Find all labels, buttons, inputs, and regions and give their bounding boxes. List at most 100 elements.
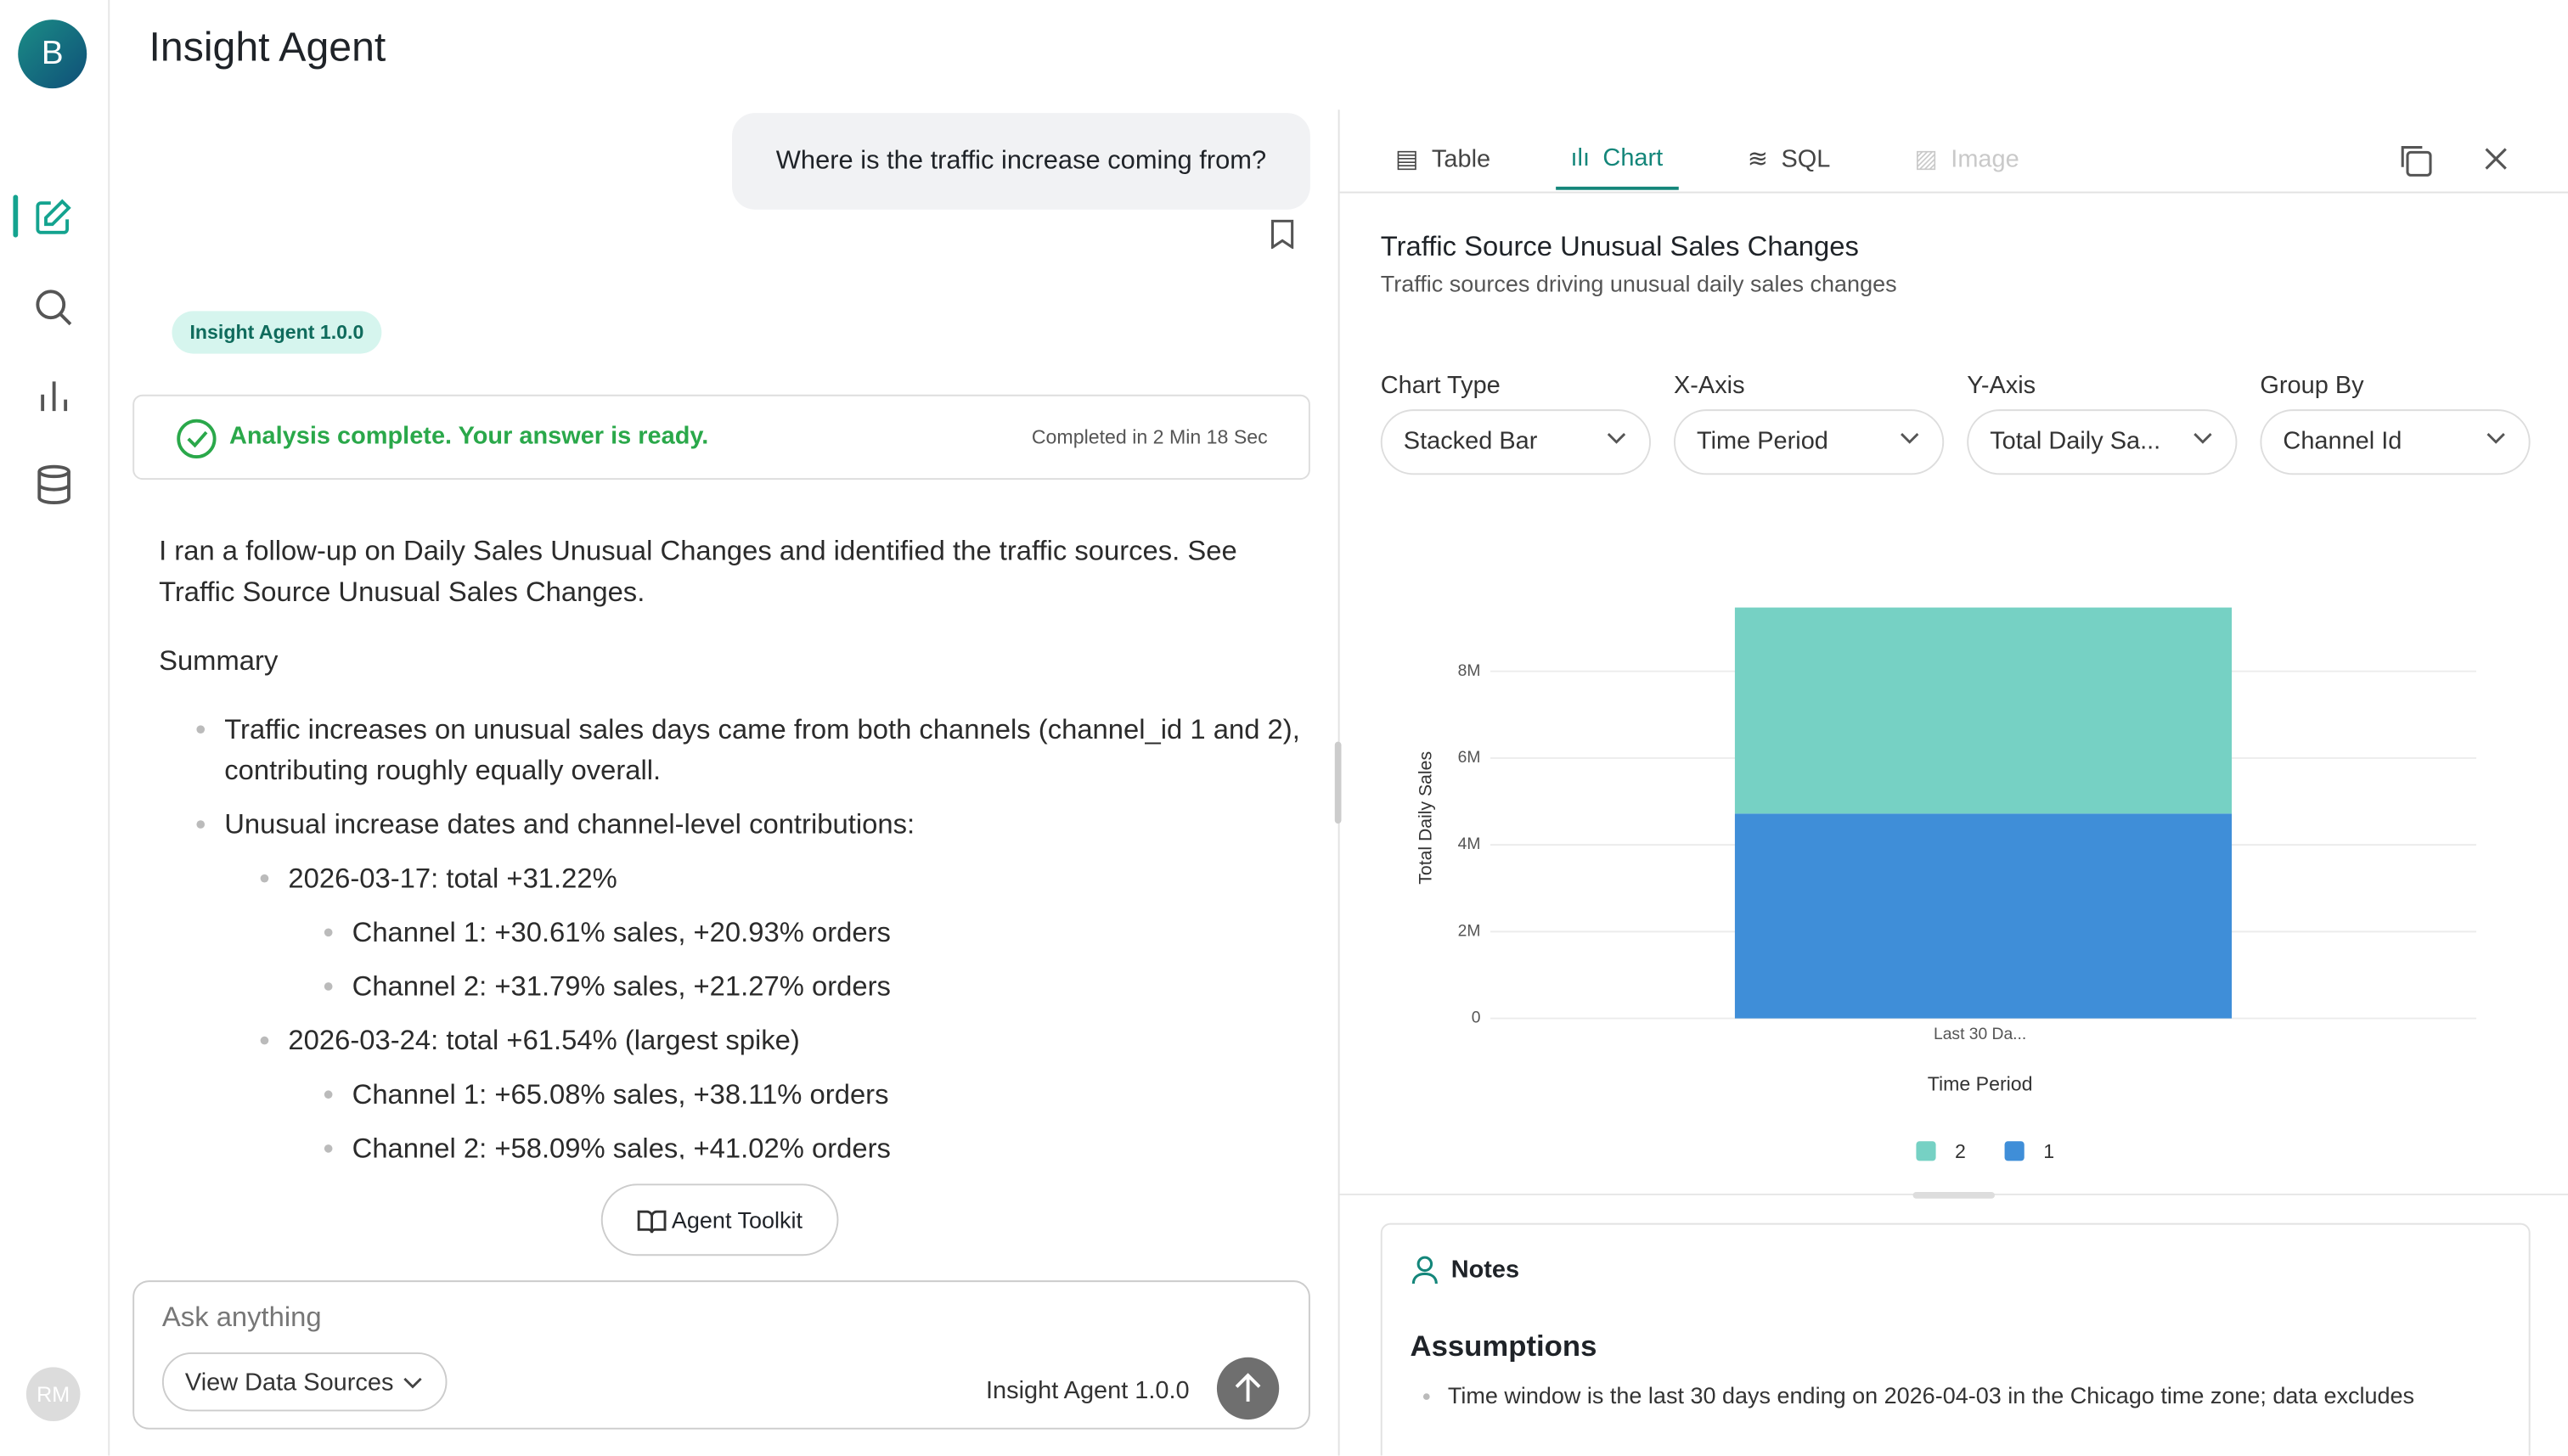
status-duration: Completed in 2 Min 18 Sec (1031, 425, 1268, 449)
user-message: Where is the traffic increase coming fro… (732, 113, 1310, 210)
y-tick-label: 0 (1472, 1009, 1481, 1027)
chart: 0 2M 4M 6M 8M Total Daily Sales Time Period Las… (1416, 607, 2476, 1162)
tab-border (1339, 191, 2568, 194)
tab-underline (1556, 186, 1679, 190)
bullet-text: Traffic increases on unusual sales days … (224, 713, 1300, 786)
tab-label: Image (1951, 145, 2019, 174)
bullet-list: Channel 1: +30.61% sales, +20.93% orders… (288, 912, 1305, 1007)
model-version: Insight Agent 1.0.0 (985, 1376, 1190, 1405)
active-indicator (13, 194, 19, 238)
status-message: Analysis complete. Your answer is ready. (228, 422, 709, 451)
chevron (2194, 433, 2212, 444)
dropdown-value: Total Daily Sa... (1990, 427, 2161, 456)
notes-title: Notes (1450, 1256, 1520, 1284)
summary-heading: Summary (159, 644, 279, 677)
dropdown[interactable]: Time Period (1673, 409, 1945, 475)
control-label: Group By (2260, 371, 2364, 400)
y-tick-label: 2M (1458, 922, 1481, 940)
data-sources-button[interactable]: View Data Sources (161, 1352, 448, 1412)
user-avatar[interactable]: RM (25, 1367, 81, 1421)
bullet-text: Unusual increase dates and channel-level… (224, 808, 915, 840)
y-tick-label: 8M (1458, 662, 1481, 680)
bullet-text: Channel 1: +65.08% sales, +38.11% orders (352, 1078, 889, 1110)
tab[interactable]: ılı Chart (1570, 143, 1664, 172)
control-label: X-Axis (1673, 371, 1745, 400)
legend-swatch (2004, 1141, 2025, 1161)
book-icon (637, 1210, 667, 1234)
chart-icon[interactable] (33, 375, 76, 418)
chevron (2486, 433, 2505, 444)
notes-heading: Assumptions (1410, 1329, 1597, 1363)
person-icon (1411, 1256, 1438, 1285)
bullet-item: Channel 2: +58.09% sales, +41.02% orders (352, 1128, 1305, 1160)
bullet-item: Unusual increase dates and channel-level… (224, 804, 1305, 1160)
answer: I ran a follow-up on Daily Sales Unusual… (159, 531, 1305, 1160)
dropdown-value: Stacked Bar (1403, 427, 1538, 456)
control-label: Y-Axis (1967, 371, 2036, 400)
summary-list: Traffic increases on unusual sales days … (159, 709, 1305, 1160)
dropdown-value: Time Period (1696, 427, 1828, 456)
bullet-item: Channel 1: +65.08% sales, +38.11% orders (352, 1074, 1305, 1115)
bar-segment (1734, 813, 2233, 1019)
notes-card: Notes Assumptions Time window is the las… (1380, 1223, 2531, 1456)
dropdown-value: Channel Id (2283, 427, 2402, 456)
input-placeholder: Ask anything (161, 1301, 322, 1333)
search-icon[interactable] (33, 286, 76, 329)
agent-toolkit-button[interactable]: Agent Toolkit (600, 1183, 839, 1256)
x-tick-label: Last 30 Da... (1934, 1026, 2026, 1043)
chart-title: Traffic Source Unusual Sales Changes (1380, 230, 1859, 262)
tab-label: SQL (1781, 145, 1831, 174)
send-icon (1235, 1373, 1261, 1402)
bullet-item: 2026-03-17: total +31.22% Channel 1: +30.… (288, 858, 1305, 1007)
bullet-text: 2026-03-24: total +61.54% (largest spike… (288, 1025, 800, 1056)
sidebar: B RM (0, 0, 110, 1456)
tab-label: Table (1431, 145, 1491, 174)
tab[interactable]: ▤ Table (1395, 145, 1491, 174)
bullet-list: Traffic increases on unusual sales days … (159, 709, 1305, 1160)
bullet-text: Channel 2: +58.09% sales, +41.02% orders (352, 1133, 891, 1160)
tab[interactable]: ▨ Image (1914, 145, 2019, 174)
bullet-text: Channel 1: +30.61% sales, +20.93% orders (352, 916, 891, 948)
check-icon (177, 419, 217, 458)
tab-label: Chart (1602, 143, 1664, 172)
version-badge: Insight Agent 1.0.0 (172, 311, 382, 354)
send-button[interactable] (1216, 1357, 1280, 1420)
legend-label: 2 (1955, 1140, 1966, 1162)
x-axis-label: Time Period (1928, 1073, 2033, 1095)
chat-input[interactable]: Ask anything View Data Sources Insight A… (132, 1280, 1310, 1430)
bullet-item: 2026-03-24: total +61.54% (largest spike… (288, 1020, 1305, 1159)
bookmark-icon[interactable] (1270, 219, 1296, 250)
resize-handle[interactable] (1912, 1191, 1995, 1199)
control-label: Chart Type (1380, 371, 1501, 400)
database-icon[interactable] (33, 464, 76, 506)
resize-handle[interactable] (1334, 741, 1342, 824)
legend-label: 1 (2043, 1140, 2054, 1162)
button-label: Agent Toolkit (671, 1206, 802, 1234)
avatar[interactable]: B (18, 20, 87, 89)
bullet-list: Channel 1: +65.08% sales, +38.11% orders… (288, 1074, 1305, 1160)
copy-icon[interactable] (2397, 143, 2433, 178)
dropdown[interactable]: Stacked Bar (1380, 409, 1651, 475)
answer-intro: I ran a follow-up on Daily Sales Unusual… (159, 535, 1237, 608)
bullet-item: Channel 2: +31.79% sales, +21.27% orders (352, 966, 1305, 1007)
app-title: Insight Agent (149, 24, 386, 70)
y-tick-label: 6M (1458, 749, 1481, 767)
bar-segment (1734, 607, 2233, 814)
bullet-list: 2026-03-17: total +31.22% Channel 1: +30.… (224, 858, 1305, 1159)
y-axis-label: Total Daily Sales (1416, 751, 1435, 885)
bullet-text: Channel 2: +31.79% sales, +21.27% orders (352, 970, 891, 1003)
chevron (1607, 433, 1626, 444)
dropdown[interactable]: Channel Id (2260, 409, 2531, 475)
notes-item: Time window is the last 30 days ending o… (1448, 1382, 2414, 1408)
bullet-text: 2026-03-17: total +31.22% (288, 863, 617, 894)
bullet-item: Channel 1: +30.61% sales, +20.93% orders (352, 912, 1305, 953)
chart-subtitle: Traffic sources driving unusual daily sa… (1380, 270, 1897, 297)
tab[interactable]: ≋ SQL (1747, 145, 1831, 174)
chevron (1901, 433, 1919, 444)
dropdown[interactable]: Total Daily Sa... (1967, 409, 2238, 475)
new-chat-icon[interactable] (33, 196, 76, 239)
y-tick-label: 4M (1458, 835, 1481, 853)
legend-swatch (1916, 1141, 1936, 1161)
close-icon[interactable] (2483, 146, 2509, 172)
